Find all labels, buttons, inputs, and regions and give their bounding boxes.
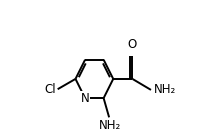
Text: NH₂: NH₂ — [154, 83, 176, 96]
Text: O: O — [128, 38, 137, 51]
Text: Cl: Cl — [45, 83, 56, 96]
Text: N: N — [81, 92, 89, 105]
Text: NH₂: NH₂ — [99, 119, 122, 132]
